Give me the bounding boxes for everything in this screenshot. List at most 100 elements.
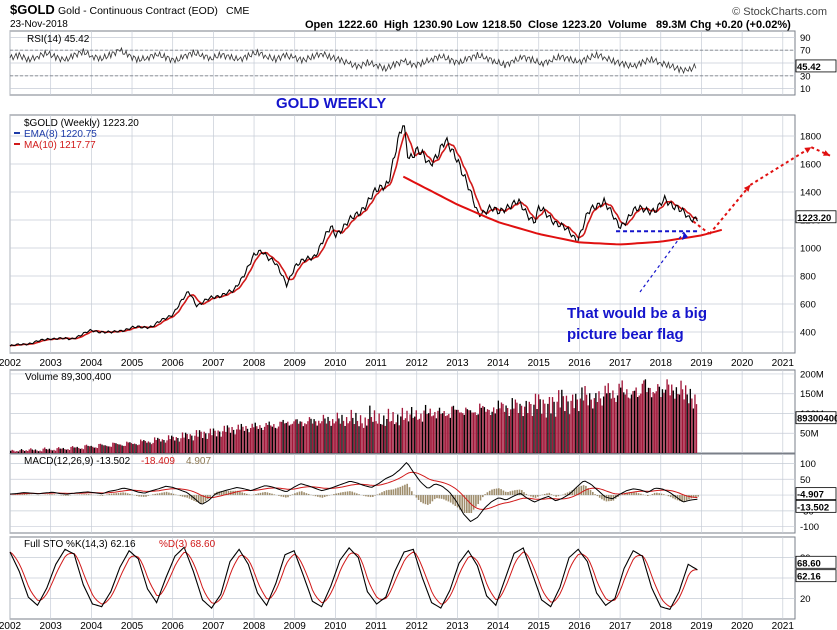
macd-histogram-bar [81, 494, 83, 496]
macd-histogram-bar [99, 495, 101, 496]
watermark[interactable]: © StockCharts.com [732, 6, 827, 18]
volume-bar [121, 445, 123, 453]
volume-bar [596, 402, 599, 453]
sto-x-axis: 2002 2003 2004 2005 2006 2007 2008 2009 2010 2011… [0, 621, 794, 630]
volume-bar [262, 429, 264, 453]
volume-bar [266, 424, 269, 453]
macd-histogram-bar [26, 494, 28, 496]
macd-histogram-bar [110, 493, 113, 496]
macd-histogram-bar [21, 494, 24, 496]
price-annotations [402, 146, 831, 293]
macd-histogram-bar [85, 494, 88, 496]
chart-date: 23-Nov-2018 [10, 19, 68, 30]
macd-histogram-bar [126, 493, 129, 496]
volume-bar [660, 397, 662, 453]
macd-histogram-bar [692, 495, 695, 498]
sto-x-tick-label: 2006 [162, 621, 185, 630]
volume-bar [564, 411, 566, 453]
macd-histogram-bar [516, 489, 518, 496]
macd-histogram-bar [19, 494, 21, 496]
volume-bar [381, 424, 383, 453]
volume-bar [90, 445, 92, 453]
macd-histogram-bar [67, 495, 69, 496]
volume-bar [123, 445, 125, 453]
macd-histogram-bar [353, 492, 356, 496]
volume-bar [664, 389, 667, 453]
volume-bar [160, 441, 162, 453]
volume-bar [20, 449, 23, 453]
macd-histogram-bar [106, 494, 108, 496]
macd-histogram-bar [582, 485, 585, 496]
macd-histogram-bar [466, 495, 468, 514]
price-x-axis: 2002 2003 2004 2005 2006 2007 2008 2009 2010 2011… [0, 358, 794, 369]
macd-histogram-bar [633, 491, 635, 496]
volume-bar [265, 422, 267, 453]
sto-x-tick-label: 2019 [690, 621, 713, 630]
macd-histogram-bar [592, 491, 594, 496]
volume-bar [56, 448, 58, 453]
macd-histogram-bar [420, 495, 422, 503]
volume-bar [434, 411, 436, 453]
macd-histogram-bar [131, 494, 133, 496]
sto-x-tick-label: 2015 [528, 621, 551, 630]
volume-bar [465, 407, 467, 453]
volume-bar [271, 426, 273, 453]
macd-legend: MACD(12,26,9) -13.502 [24, 456, 131, 467]
volume-bar [378, 413, 380, 453]
price-tick-label: 400 [800, 328, 816, 339]
sto-x-tick-label: 2018 [650, 621, 673, 630]
price-x-tick-label: 2009 [284, 358, 307, 369]
macd-histogram-bar [337, 492, 340, 496]
symbol-description: Gold - Continuous Contract (EOD) [58, 5, 218, 17]
sto-k-legend: Full STO %K(14,3) 62.16 [24, 539, 136, 550]
price-x-tick-label: 2018 [650, 358, 673, 369]
macd-histogram-bar [500, 489, 502, 496]
volume-bar [280, 421, 283, 453]
macd-histogram-bar [679, 495, 681, 502]
volume-bar [316, 425, 318, 453]
macd-y-axis: 100500-50-100-4.907-13.502 [795, 459, 837, 533]
volume-bar [67, 449, 69, 453]
macd-histogram-bar [546, 493, 548, 496]
volume-bar [30, 448, 32, 453]
volume-label: Volume [608, 19, 647, 31]
macd-histogram-bar [456, 495, 459, 508]
chart-header: $GOLD Gold - Continuous Contract (EOD) C… [10, 2, 827, 31]
macd-histogram-bar [621, 494, 624, 496]
macd-histogram-bar [564, 493, 567, 496]
macd-histogram-bar [479, 495, 482, 501]
volume-bar [429, 408, 431, 453]
volume-bar [229, 432, 232, 453]
macd-histogram-bar [294, 493, 296, 496]
macd-histogram-bar [447, 495, 450, 502]
macd-histogram-bar [660, 493, 663, 496]
macd-histogram-bar [511, 490, 514, 496]
volume-bar [155, 440, 157, 453]
volume-bar [19, 450, 21, 453]
volume-bar [412, 417, 414, 453]
volume-bar [618, 383, 620, 453]
high-value: 1230.90 [413, 19, 453, 31]
macd-histogram-bar [303, 492, 305, 496]
volume-bar [201, 438, 204, 453]
macd-histogram-bar [514, 490, 516, 496]
volume-bar [45, 449, 47, 453]
macd-histogram-bar [433, 495, 436, 500]
volume-bar [36, 450, 38, 453]
macd-histogram-bar [495, 488, 498, 496]
volume-bar [667, 384, 670, 453]
projection-segment [708, 184, 752, 235]
macd-histogram-bar [397, 487, 399, 496]
macd-marks [9, 461, 699, 523]
volume-bar [616, 395, 619, 453]
macd-histogram-bar [161, 492, 163, 496]
volume-bar [547, 403, 549, 453]
macd-histogram-bar [53, 494, 56, 496]
volume-bar [101, 444, 103, 453]
macd-histogram-bar [165, 491, 168, 496]
volume-bar [75, 447, 77, 453]
volume-bar [305, 424, 308, 453]
macd-histogram-bar [449, 495, 452, 503]
volume-bar [246, 428, 249, 453]
price-tick-label: 1000 [800, 244, 821, 255]
